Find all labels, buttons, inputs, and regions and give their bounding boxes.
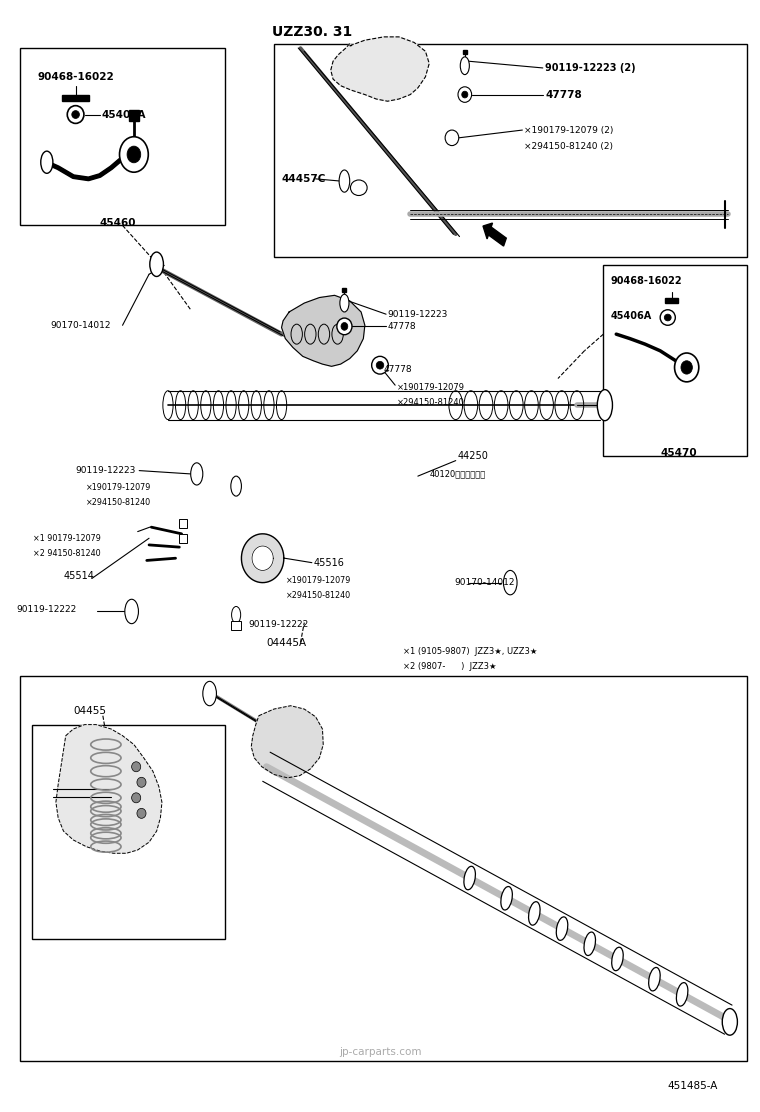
Ellipse shape bbox=[445, 130, 459, 146]
Ellipse shape bbox=[137, 808, 146, 818]
Bar bbox=[179, 519, 187, 528]
Ellipse shape bbox=[68, 106, 84, 123]
Bar bbox=[665, 298, 679, 304]
Text: 45406A: 45406A bbox=[101, 109, 146, 119]
Ellipse shape bbox=[231, 476, 242, 496]
Ellipse shape bbox=[376, 361, 384, 369]
Ellipse shape bbox=[137, 777, 146, 787]
Text: 90119-12222: 90119-12222 bbox=[17, 605, 77, 614]
Bar bbox=[128, 110, 139, 121]
Text: ×190179-12079: ×190179-12079 bbox=[86, 483, 151, 492]
Text: 90170-14012: 90170-14012 bbox=[51, 320, 111, 330]
Ellipse shape bbox=[119, 137, 148, 172]
Ellipse shape bbox=[203, 682, 217, 706]
Bar bbox=[21, 48, 225, 226]
Ellipse shape bbox=[503, 570, 517, 595]
Ellipse shape bbox=[232, 606, 241, 623]
Ellipse shape bbox=[676, 983, 688, 1006]
Ellipse shape bbox=[339, 170, 350, 192]
FancyArrow shape bbox=[483, 224, 506, 246]
Text: UZZ30. 31: UZZ30. 31 bbox=[272, 26, 352, 39]
Polygon shape bbox=[56, 725, 162, 853]
Text: 40120（リビルト）: 40120（リビルト） bbox=[429, 469, 486, 478]
Bar bbox=[21, 676, 747, 1061]
Polygon shape bbox=[242, 534, 283, 583]
Text: 90119-12223: 90119-12223 bbox=[75, 466, 136, 475]
Text: 90119-12223: 90119-12223 bbox=[388, 309, 448, 319]
Ellipse shape bbox=[501, 886, 512, 910]
Bar bbox=[603, 266, 747, 456]
Ellipse shape bbox=[71, 111, 79, 118]
Ellipse shape bbox=[681, 360, 692, 374]
Text: 45460: 45460 bbox=[100, 218, 136, 228]
Text: 47778: 47778 bbox=[388, 321, 416, 331]
Ellipse shape bbox=[131, 793, 141, 803]
Bar bbox=[179, 534, 187, 543]
Ellipse shape bbox=[675, 353, 698, 381]
Polygon shape bbox=[252, 546, 274, 570]
Text: 44457C: 44457C bbox=[281, 173, 326, 183]
Polygon shape bbox=[331, 37, 429, 101]
Text: 90170-14012: 90170-14012 bbox=[454, 578, 515, 587]
Text: ×1 (9105-9807)  JZZ3★, UZZ3★: ×1 (9105-9807) JZZ3★, UZZ3★ bbox=[403, 647, 537, 656]
Text: ×190179-12079: ×190179-12079 bbox=[286, 576, 351, 585]
Ellipse shape bbox=[340, 295, 349, 312]
Ellipse shape bbox=[337, 318, 352, 335]
Text: 451485-A: 451485-A bbox=[668, 1081, 718, 1091]
Bar bbox=[32, 725, 225, 939]
Ellipse shape bbox=[372, 356, 388, 374]
Ellipse shape bbox=[125, 599, 138, 624]
Ellipse shape bbox=[131, 762, 141, 772]
Ellipse shape bbox=[612, 947, 623, 971]
Ellipse shape bbox=[648, 967, 660, 991]
Text: 45516: 45516 bbox=[313, 557, 344, 567]
Text: 04445A: 04445A bbox=[267, 637, 306, 647]
Text: 90119-12222: 90119-12222 bbox=[249, 620, 309, 629]
Ellipse shape bbox=[597, 389, 613, 420]
Text: 45470: 45470 bbox=[660, 448, 697, 458]
Text: 44250: 44250 bbox=[458, 451, 488, 461]
Ellipse shape bbox=[127, 146, 141, 162]
Bar bbox=[231, 622, 242, 631]
Ellipse shape bbox=[461, 57, 470, 75]
Ellipse shape bbox=[150, 252, 163, 277]
Text: 47778: 47778 bbox=[384, 365, 413, 374]
Ellipse shape bbox=[341, 322, 348, 330]
Ellipse shape bbox=[41, 151, 53, 173]
Ellipse shape bbox=[464, 866, 476, 890]
Ellipse shape bbox=[528, 902, 540, 925]
Text: ×1 90179-12079: ×1 90179-12079 bbox=[33, 534, 101, 543]
Text: 45514: 45514 bbox=[64, 570, 94, 580]
Ellipse shape bbox=[584, 932, 596, 955]
Text: ×2 (9807-      )  JZZ3★: ×2 (9807- ) JZZ3★ bbox=[403, 663, 496, 672]
Text: ×190179-12079 (2): ×190179-12079 (2) bbox=[524, 126, 613, 135]
Ellipse shape bbox=[462, 91, 468, 98]
Text: ×190179-12079: ×190179-12079 bbox=[397, 383, 464, 391]
Text: 90119-12223 (2): 90119-12223 (2) bbox=[545, 63, 635, 73]
Bar bbox=[274, 43, 747, 257]
Text: 47778: 47778 bbox=[545, 90, 582, 100]
Text: ×294150-81240 (2): ×294150-81240 (2) bbox=[524, 142, 613, 151]
Polygon shape bbox=[252, 706, 323, 778]
Ellipse shape bbox=[191, 463, 203, 485]
Text: jp-carparts.com: jp-carparts.com bbox=[339, 1046, 421, 1056]
Text: 04455: 04455 bbox=[73, 706, 106, 716]
Polygon shape bbox=[281, 296, 365, 366]
Ellipse shape bbox=[664, 315, 671, 321]
Text: 90468-16022: 90468-16022 bbox=[38, 72, 115, 82]
Ellipse shape bbox=[660, 310, 676, 326]
Text: 45406A: 45406A bbox=[611, 311, 652, 321]
Ellipse shape bbox=[350, 180, 367, 196]
Text: ×294150-81240: ×294150-81240 bbox=[397, 398, 464, 407]
Text: ×294150-81240: ×294150-81240 bbox=[86, 498, 151, 507]
Ellipse shape bbox=[556, 917, 568, 941]
Ellipse shape bbox=[458, 87, 472, 102]
Text: ×2 94150-81240: ×2 94150-81240 bbox=[33, 549, 101, 558]
Text: 90468-16022: 90468-16022 bbox=[611, 276, 682, 286]
Bar bbox=[62, 95, 89, 101]
Text: ×294150-81240: ×294150-81240 bbox=[286, 592, 351, 600]
Ellipse shape bbox=[722, 1009, 737, 1035]
